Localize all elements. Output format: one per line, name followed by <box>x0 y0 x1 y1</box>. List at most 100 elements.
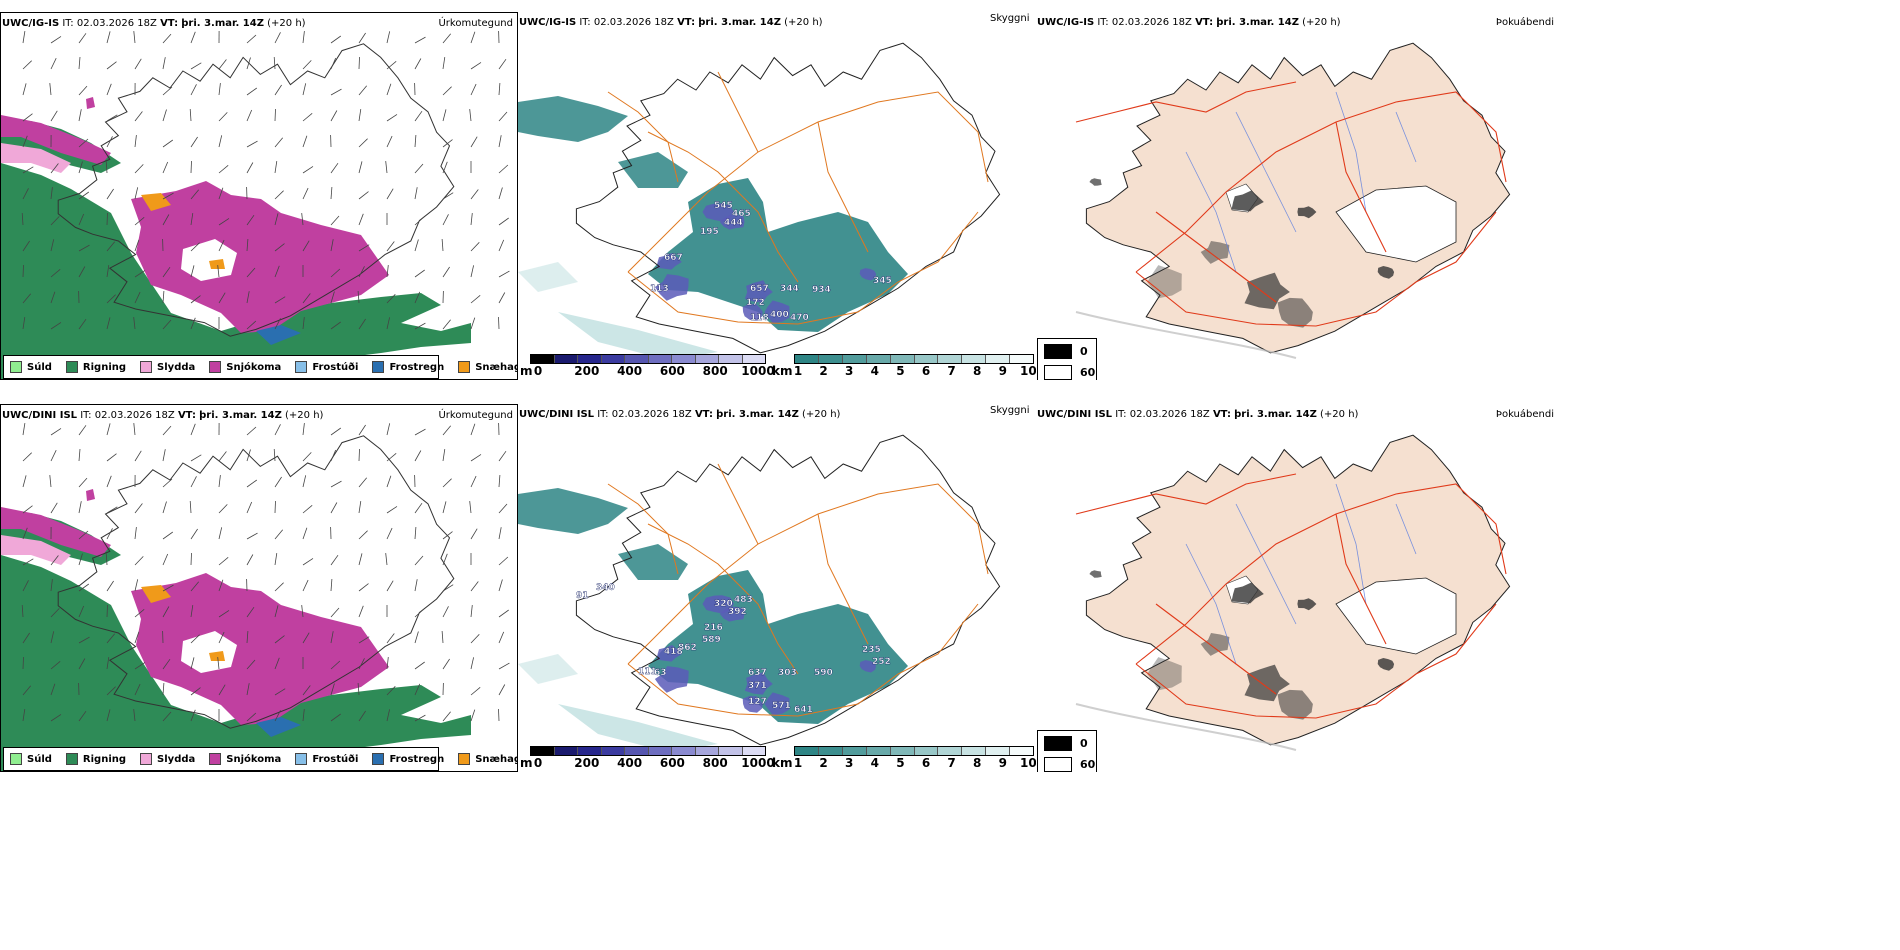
legend-label: Snjókoma <box>226 361 282 373</box>
legend-swatch <box>295 753 308 765</box>
cloud-base-area <box>702 203 734 222</box>
valid-time-label: VT: <box>1212 409 1231 420</box>
colorbar-unit: km <box>772 364 793 378</box>
colorbar-swatch <box>986 355 1011 363</box>
legend-swatch <box>295 361 308 373</box>
fog-area <box>1231 190 1264 212</box>
fog-indicator-panel: UWC/DINI ISL IT: 02.03.2026 18Z VT: þri.… <box>1036 404 1556 772</box>
cloud-base-value: 371 <box>748 681 767 691</box>
colorbar-unit: m <box>520 364 533 378</box>
wind-barbs <box>21 30 510 330</box>
init-time-value: 02.03.2026 18Z <box>611 409 692 420</box>
panel-title: Úrkomutegund <box>438 18 513 29</box>
fog-area <box>1089 570 1102 578</box>
legend-item: Slydda <box>140 753 195 765</box>
colorbar-tick: 2 <box>819 756 828 770</box>
fog-legend: 0 60 <box>1037 730 1097 772</box>
legend-label: 0 <box>1080 345 1088 358</box>
snow-hail-area <box>141 193 171 211</box>
colorbar-swatch <box>938 747 963 755</box>
snow-area <box>86 97 95 109</box>
colorbar-swatch <box>842 747 867 755</box>
colorbar-swatch <box>531 355 555 363</box>
cloud-base-value: 113 <box>650 284 669 294</box>
freezing-rain-area <box>256 325 301 345</box>
colorbar-swatch <box>1010 355 1034 363</box>
colorbar-tick: 800 <box>702 756 728 770</box>
cloud-base-value: 571 <box>772 701 791 711</box>
visibility-area <box>618 152 688 188</box>
fog-streak <box>1075 311 1297 359</box>
colorbar-tick: 600 <box>659 756 685 770</box>
init-time-label: IT: <box>1097 17 1109 28</box>
cloud-base-value: 483 <box>734 595 753 605</box>
colorbar-swatch <box>578 355 602 363</box>
colorbar-swatches <box>794 746 1034 756</box>
snow-hail-area <box>209 259 225 269</box>
legend-swatch <box>10 753 22 765</box>
panel-title: Þokuábendi <box>1495 409 1554 420</box>
colorbar-swatch <box>1010 747 1034 755</box>
init-time-value: 02.03.2026 18Z <box>1129 409 1210 420</box>
legend-item: Frostúði <box>295 361 358 373</box>
rain-area <box>1 555 471 771</box>
snow-hail-area <box>209 651 225 661</box>
roads <box>607 71 989 325</box>
panel-header: UWC/IG-IS IT: 02.03.2026 18Z VT: þri. 3.… <box>519 17 823 28</box>
legend-swatch <box>372 753 385 765</box>
cloud-base-value: 252 <box>872 657 891 667</box>
fog-area <box>1297 598 1317 611</box>
legend-item: Snjókoma <box>209 753 281 765</box>
init-time-label: IT: <box>597 409 609 420</box>
valid-time-value: þri. 3.mar. 14Z <box>199 410 282 421</box>
legend-item: Rigning <box>65 361 126 373</box>
model-name: UWC/DINI ISL <box>519 409 595 420</box>
colorbar-swatch <box>890 355 915 363</box>
lead-time: (+20 h) <box>1302 17 1341 28</box>
visibility-area <box>558 312 718 360</box>
cloud-base-colorbar: m 0 200 400 600 800 1000 <box>518 354 775 378</box>
rain-area <box>1 163 471 379</box>
colorbar-swatch <box>962 747 987 755</box>
cloud-base-value: 344 <box>780 284 799 294</box>
legend-item: Súld <box>10 361 52 373</box>
valid-time-value: þri. 3.mar. 14Z <box>1216 17 1299 28</box>
cloud-base-area <box>744 672 773 695</box>
legend-item: 60 <box>1044 365 1095 380</box>
colorbar-swatch <box>648 355 672 363</box>
colorbar-swatch <box>578 747 602 755</box>
legend-swatch <box>65 753 78 765</box>
colorbar-swatch <box>601 355 625 363</box>
cloud-base-value: 470 <box>790 313 809 323</box>
colorbar-swatch <box>842 355 867 363</box>
cloud-base-value: 340 <box>596 583 615 593</box>
colorbar-tick: 0 <box>533 364 543 378</box>
legend-item: Frostúði <box>295 753 358 765</box>
visibility-area <box>518 488 628 534</box>
precip-type-panel: UWC/DINI ISL IT: 02.03.2026 18Z VT: þri.… <box>0 404 518 772</box>
colorbar-tick: 3 <box>845 364 854 378</box>
visibility-area <box>518 654 578 684</box>
panel-header: UWC/DINI ISL IT: 02.03.2026 18Z VT: þri.… <box>1037 409 1358 420</box>
legend-label: Snæhagl <box>475 753 517 765</box>
colorbar-swatch <box>742 747 765 755</box>
legend-item: Rigning <box>65 753 127 765</box>
fog-streak <box>1075 703 1297 751</box>
snow-area <box>1 115 111 165</box>
colorbar-swatch <box>890 747 915 755</box>
cloud-base-area <box>702 595 734 614</box>
colorbar-tick: 6 <box>921 756 931 770</box>
colorbar-unit: m <box>520 756 533 770</box>
colorbar-tick: 4 <box>870 756 879 770</box>
init-time-label: IT: <box>80 410 92 421</box>
coastline <box>57 43 455 337</box>
cloud-visibility-panel: 340 91 320 483 392 216 589 862 418 111 63 637 303 590… <box>518 404 1036 772</box>
cloud-base-value: 589 <box>702 635 721 645</box>
snow-hail-area <box>141 585 171 603</box>
cloud-base-area <box>744 280 773 303</box>
legend-label: Rigning <box>82 753 127 765</box>
legend-label: 60 <box>1080 758 1096 771</box>
cloud-visibility-panel: 545 465 444 195 667 113 657 344 934 172 118 400 470 3… <box>518 12 1036 380</box>
